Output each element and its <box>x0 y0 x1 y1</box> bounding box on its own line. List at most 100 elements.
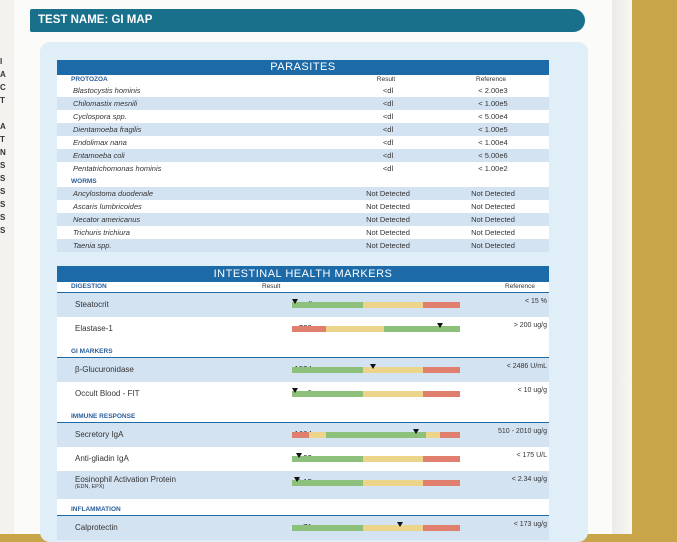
protozoa-name: Cyclospora spp. <box>73 112 127 121</box>
worms-label: WORMS <box>71 178 97 185</box>
col-reference: Reference <box>476 76 506 83</box>
gauge-segment <box>423 525 460 531</box>
gauge-segment <box>384 326 460 332</box>
ihm-marker-name: Eosinophil Activation Protein (EDN, EPX) <box>75 475 176 490</box>
ihm-marker-name-text: Anti-gliadin IgA <box>75 454 129 463</box>
ihm-marker-name-text: β-Glucuronidase <box>75 365 134 374</box>
protozoa-reference: < 1.00e4 <box>478 138 508 147</box>
gauge-segment <box>325 432 427 438</box>
protozoa-reference: < 5.00e4 <box>478 112 508 121</box>
protozoa-label: PROTOZOA <box>71 76 108 83</box>
gauge-marker-icon <box>292 299 299 304</box>
gauge-segment <box>362 302 424 308</box>
ihm-row: β-Glucuronidase1834< 2486 U/mL <box>57 358 549 382</box>
ihm-gauge <box>292 364 460 373</box>
ihm-marker-name-text: Elastase-1 <box>75 324 113 333</box>
protozoa-result: <dl <box>382 99 394 108</box>
gauge-segment <box>423 480 460 486</box>
gauge-segment <box>362 391 424 397</box>
ihm-category-label: GI MARKERS <box>57 347 549 358</box>
protozoa-name: Blastocystis hominis <box>73 86 141 95</box>
protozoa-reference: < 1.00e5 <box>478 99 508 108</box>
worm-name: Trichuris trichiura <box>73 228 130 237</box>
protozoa-row: Endolimax nana <dl < 1.00e4 <box>57 136 549 149</box>
ihm-reference: < 175 U/L <box>516 452 547 459</box>
gauge-marker-icon <box>295 453 302 458</box>
protozoa-row: Chilomastix mesnili <dl < 1.00e5 <box>57 97 549 110</box>
ihm-row: Steatocrit<dl< 15 % <box>57 293 549 317</box>
worm-name: Ancylostoma duodenale <box>73 189 154 198</box>
ihm-row: Eosinophil Activation Protein(EDN, EPX)0… <box>57 471 549 499</box>
ihm-gauge <box>292 522 460 531</box>
gauge-marker-icon <box>413 429 420 434</box>
protozoa-row: Entamoeba coli <dl < 5.00e6 <box>57 149 549 162</box>
protozoa-name: Chilomastix mesnili <box>73 99 138 108</box>
worms-list: Ancylostoma duodenale Not Detected Not Det… <box>57 187 549 252</box>
worm-row: Ascaris lumbricoides Not Detected Not Dete… <box>57 200 549 213</box>
gauge-segment <box>426 432 440 438</box>
worm-row: Taenia spp. Not Detected Not Detected <box>57 239 549 252</box>
ihm-marker-name: Anti-gliadin IgA <box>75 454 129 463</box>
protozoa-name: Entamoeba coli <box>73 151 125 160</box>
gauge-segment <box>362 456 424 462</box>
ihm-marker-name: Calprotectin <box>75 523 118 532</box>
protozoa-reference: < 2.00e3 <box>478 86 508 95</box>
protozoa-result: <dl <box>382 138 394 147</box>
worm-reference: Not Detected <box>471 241 515 250</box>
gauge-segment <box>292 432 309 438</box>
protozoa-row: Blastocystis hominis <dl < 2.00e3 <box>57 84 549 97</box>
ihm-reference: < 2.34 ug/g <box>511 476 547 483</box>
ihm-col-header: DIGESTION Result Reference <box>57 282 549 293</box>
protozoa-result: <dl <box>382 112 394 121</box>
ihm-gauge <box>292 299 460 308</box>
worm-result: Not Detected <box>366 189 410 198</box>
worm-row: Ancylostoma duodenale Not Detected Not Det… <box>57 187 549 200</box>
protozoa-result: <dl <box>382 125 394 134</box>
gauge-segment <box>325 326 385 332</box>
gauge-segment <box>362 525 424 531</box>
gauge-segment <box>292 456 363 462</box>
ihm-marker-name: Steatocrit <box>75 300 109 309</box>
protozoa-name: Pentatrichomonas hominis <box>73 164 162 173</box>
parasites-col-header: PROTOZOA Result Reference <box>57 75 549 84</box>
background-left <box>0 0 14 534</box>
protozoa-row: Cyclospora spp. <dl < 5.00e4 <box>57 110 549 123</box>
worm-result: Not Detected <box>366 241 410 250</box>
ihm-body: DIGESTION Result Reference Steatocrit<dl< 1… <box>57 282 549 540</box>
ihm-marker-name: Secretory IgA <box>75 430 123 439</box>
ihm-section: INTESTINAL HEALTH MARKERS DIGESTION Resul… <box>57 266 549 540</box>
ihm-marker-name-text: Calprotectin <box>75 523 118 532</box>
ihm-row: Calprotectin71< 173 ug/g <box>57 516 549 540</box>
worm-name: Taenia spp. <box>73 241 112 250</box>
ihm-row: Occult Blood - FIT0< 10 ug/g <box>57 382 549 406</box>
ihm-gauge <box>292 453 460 462</box>
protozoa-name: Endolimax nana <box>73 138 127 147</box>
gauge-segment <box>423 302 460 308</box>
protozoa-name: Dientamoeba fragilis <box>73 125 142 134</box>
ihm-gauge <box>292 388 460 397</box>
ihm-reference: < 15 % <box>525 298 547 305</box>
ihm-marker-name-text: Occult Blood - FIT <box>75 389 140 398</box>
worm-row: Trichuris trichiura Not Detected Not Detec… <box>57 226 549 239</box>
ihm-marker-name-text: Steatocrit <box>75 300 109 309</box>
ihm-row: Anti-gliadin IgA93< 175 U/L <box>57 447 549 471</box>
ihm-reference: 510 - 2010 ug/g <box>497 428 547 435</box>
protozoa-reference: < 1.00e5 <box>478 125 508 134</box>
gauge-segment <box>292 525 363 531</box>
gauge-segment <box>439 432 460 438</box>
parasites-title: PARASITES <box>57 60 549 75</box>
protozoa-result: <dl <box>382 86 394 95</box>
protozoa-reference: < 1.00e2 <box>478 164 508 173</box>
gauge-segment <box>362 480 424 486</box>
gauge-marker-icon <box>436 323 443 328</box>
ihm-category-label: DIGESTION <box>71 283 107 290</box>
protozoa-list: Blastocystis hominis <dl < 2.00e3 Chilomast… <box>57 84 549 175</box>
ihm-category-label: IMMUNE RESPONSE <box>57 412 549 423</box>
ihm-gauge <box>292 429 460 438</box>
ihm-row: Secretory IgA1604510 - 2010 ug/g <box>57 423 549 447</box>
ihm-marker-name: Elastase-1 <box>75 324 113 333</box>
ihm-category-label: INFLAMMATION <box>57 505 549 516</box>
protozoa-result: <dl <box>382 151 394 160</box>
worm-result: Not Detected <box>366 228 410 237</box>
